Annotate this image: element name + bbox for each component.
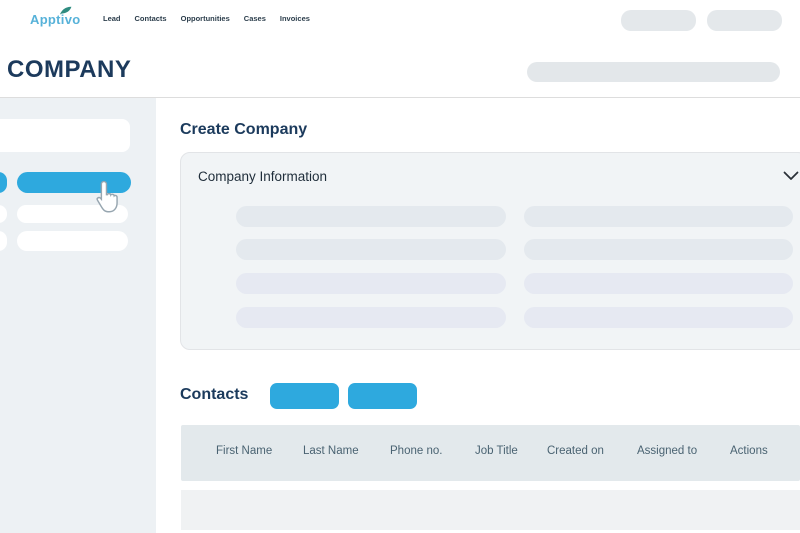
form-field-placeholder[interactable] (236, 239, 506, 260)
sidebar-header-card (0, 119, 130, 152)
form-field-placeholder[interactable] (524, 206, 793, 227)
hand-cursor-icon (96, 180, 118, 213)
nav-item-invoices[interactable]: Invoices (279, 14, 310, 23)
page-title: COMPANY (7, 56, 132, 83)
contacts-section-title: Contacts (180, 386, 249, 403)
column-header-last-name: Last Name (303, 445, 359, 457)
chevron-down-icon[interactable] (783, 171, 799, 181)
column-header-actions: Actions (730, 445, 768, 457)
column-header-assigned-to: Assigned to (637, 445, 698, 457)
sidebar-icon-stub-active[interactable] (0, 172, 7, 193)
nav-item-opportunities[interactable]: Opportunities (180, 14, 230, 23)
apptivo-logo[interactable]: Apptivo (30, 6, 81, 29)
sidebar-item-3[interactable] (17, 231, 128, 251)
sidebar-icon-stub-3[interactable] (0, 231, 7, 251)
company-information-card: Company Information (180, 152, 800, 350)
nav-item-lead[interactable]: Lead (103, 14, 121, 23)
contacts-action-button-1[interactable] (270, 383, 339, 409)
form-field-placeholder[interactable] (236, 273, 506, 294)
column-header-phone-no: Phone no. (390, 445, 443, 457)
contacts-action-button-2[interactable] (348, 383, 417, 409)
contacts-table-header: First Name Last Name Phone no. Job Title… (181, 425, 800, 481)
topbar-action-button-2[interactable] (707, 10, 782, 31)
topbar-action-button-1[interactable] (621, 10, 696, 31)
form-field-placeholder[interactable] (524, 307, 793, 328)
contacts-table-empty-row (181, 490, 800, 530)
sidebar-item-2[interactable] (17, 205, 128, 223)
nav-item-cases[interactable]: Cases (243, 14, 266, 23)
form-field-placeholder[interactable] (236, 307, 506, 328)
column-header-first-name: First Name (216, 445, 273, 457)
logo-text: Apptivo (30, 12, 81, 27)
nav-item-contacts[interactable]: Contacts (134, 14, 167, 23)
create-company-title: Create Company (180, 121, 308, 138)
column-header-job-title: Job Title (475, 445, 518, 457)
sidebar (0, 98, 156, 533)
form-field-placeholder[interactable] (236, 206, 506, 227)
column-header-created-on: Created on (547, 445, 604, 457)
leaf-icon (60, 6, 72, 15)
top-nav: Lead Contacts Opportunities Cases Invoic… (103, 14, 310, 23)
company-information-title: Company Information (198, 169, 328, 184)
form-field-placeholder[interactable] (524, 273, 793, 294)
search-input[interactable] (527, 62, 780, 82)
sidebar-icon-stub-2[interactable] (0, 205, 7, 223)
header-divider (0, 97, 800, 98)
form-field-placeholder[interactable] (524, 239, 793, 260)
